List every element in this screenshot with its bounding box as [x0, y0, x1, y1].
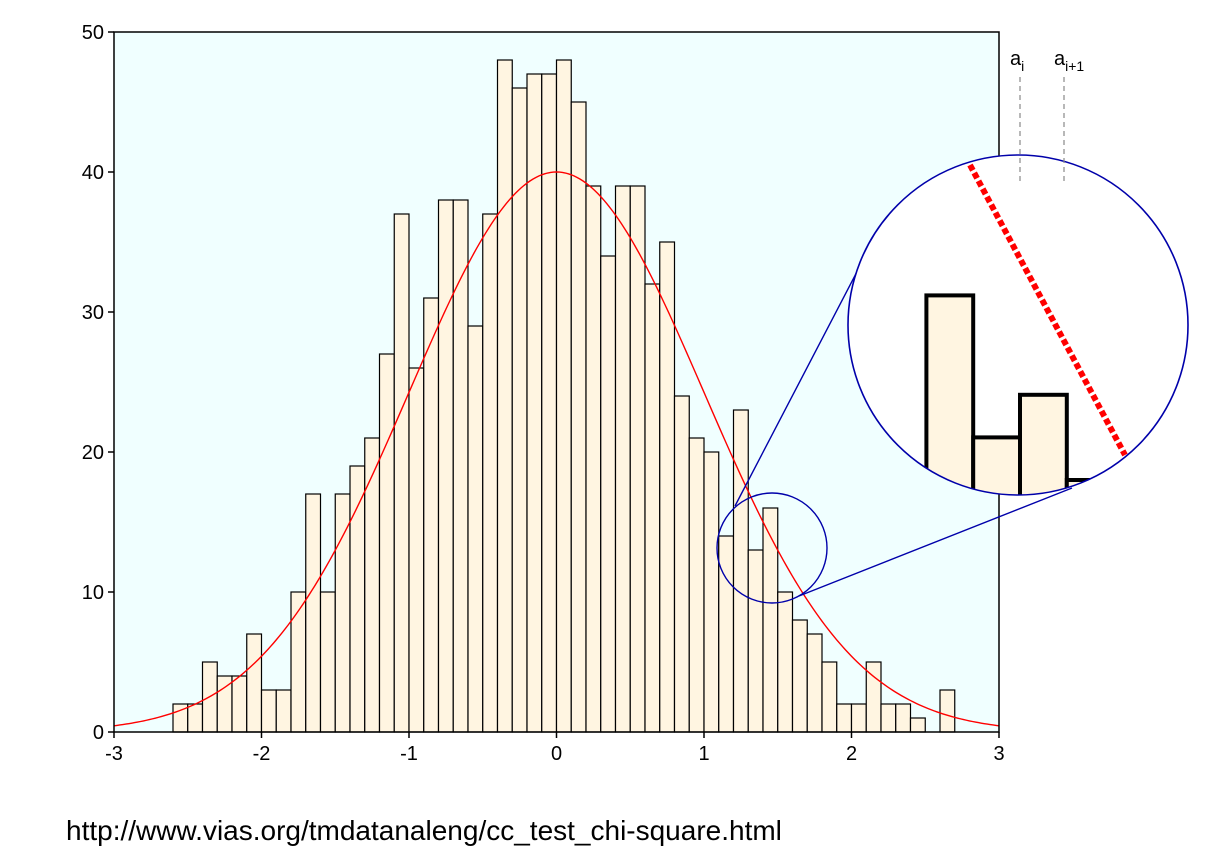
x-tick-label: 1: [698, 743, 709, 765]
histogram-bar: [850, 703, 867, 733]
histogram-bar: [290, 591, 307, 733]
zoom-circle: [847, 154, 1189, 496]
histogram-bar: [806, 633, 823, 733]
histogram-bar: [673, 395, 690, 733]
zoom-bar: [1160, 523, 1207, 600]
zoom-bar: [971, 435, 1023, 495]
zoom-connector-lower: [798, 487, 1073, 597]
y-axis: 0 10 20 30 40 50: [82, 22, 114, 744]
histogram-bar: [319, 591, 336, 733]
histogram-bar: [880, 703, 897, 733]
histogram-bar: [334, 493, 351, 733]
histogram-bar: [482, 213, 499, 733]
a-i-plus-1-subscript: i+1: [1065, 58, 1084, 74]
histogram-bar: [732, 409, 749, 733]
y-tick-label: 10: [82, 582, 104, 604]
histogram-bar: [703, 451, 720, 733]
histogram-bar: [614, 185, 631, 733]
histogram-bar: [644, 283, 661, 733]
zoom-bar: [1064, 478, 1116, 495]
a-i-plus-1-letter: a: [1054, 48, 1066, 70]
histogram-bar: [791, 619, 808, 733]
y-tick-label: 20: [82, 442, 104, 464]
histogram-bar: [305, 493, 322, 733]
zoom-bars: [924, 293, 1207, 600]
zoom-bar: [924, 293, 976, 495]
histogram-bar: [821, 661, 838, 733]
normal-density-curve: [113, 171, 1000, 727]
a-i-label: ai: [1010, 48, 1024, 74]
zoom-bar: [1114, 508, 1161, 600]
y-tick-label: 0: [93, 722, 104, 744]
histogram-bar: [496, 59, 513, 733]
zoom-density-curve: [967, 163, 1128, 457]
histogram-bar: [393, 213, 410, 733]
zoom-inset: ai ai+1: [716, 48, 1207, 604]
a-i-plus-1-label: ai+1: [1054, 48, 1084, 74]
histogram-bar: [688, 437, 705, 733]
x-tick-label: -2: [253, 743, 271, 765]
y-tick-label: 30: [82, 302, 104, 324]
histogram-bar: [762, 507, 779, 733]
x-tick-label: -1: [400, 743, 418, 765]
histogram-bar: [275, 689, 292, 733]
x-tick-label: -3: [105, 743, 123, 765]
histogram-bar: [747, 549, 764, 733]
histogram-bar: [231, 675, 248, 733]
source-url: http://www.vias.org/tmdatanaleng/cc_test…: [66, 815, 782, 846]
x-axis: -3 -2 -1 0 1 2 3: [105, 732, 1005, 765]
zoom-bar: [1018, 392, 1069, 495]
histogram-bar: [555, 59, 572, 733]
histogram-bar: [777, 591, 794, 733]
histogram-bar: [246, 633, 263, 733]
histogram-bar: [585, 185, 602, 733]
histogram-bar: [836, 703, 853, 733]
histogram-bar: [364, 437, 381, 733]
histogram-bar: [659, 241, 676, 733]
histogram-bar: [909, 717, 926, 733]
zoom-connector-upper: [734, 240, 874, 507]
histogram-bar: [895, 703, 912, 733]
histogram-bar: [467, 325, 484, 733]
y-tick-label: 40: [82, 162, 104, 184]
histogram-bar: [600, 255, 617, 733]
histogram-bar: [718, 535, 735, 733]
histogram-bar: [423, 297, 440, 733]
histogram-bar: [260, 689, 277, 733]
histogram-bar: [408, 367, 425, 733]
histogram-bar: [378, 353, 395, 733]
x-tick-label: 2: [846, 743, 857, 765]
histogram-bar: [187, 703, 204, 733]
histogram-bar: [570, 101, 587, 733]
histogram-bar: [437, 199, 454, 733]
x-tick-label: 0: [551, 743, 562, 765]
zoom-source-circle: [716, 492, 828, 604]
x-tick-label: 3: [993, 743, 1004, 765]
y-tick-label: 50: [82, 22, 104, 44]
a-i-letter: a: [1010, 48, 1022, 70]
histogram-bar: [939, 689, 956, 733]
histogram-bar: [526, 73, 543, 733]
a-i-subscript: i: [1021, 58, 1024, 74]
histogram-bar: [629, 185, 646, 733]
